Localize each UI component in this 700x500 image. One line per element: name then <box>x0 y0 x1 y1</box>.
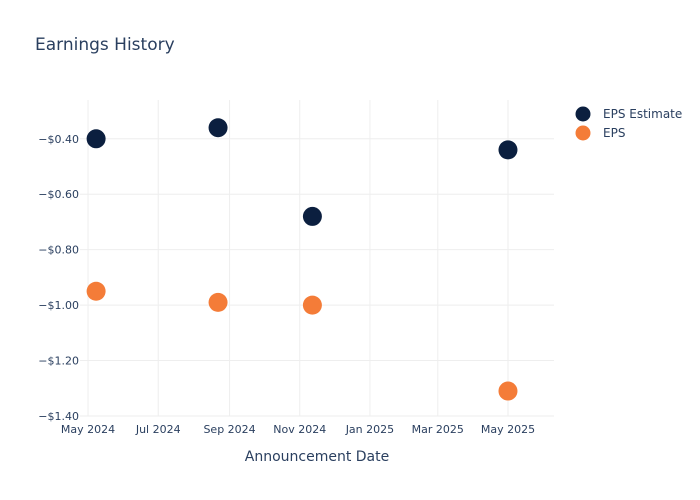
legend-marker[interactable] <box>575 125 591 141</box>
eps-point[interactable] <box>302 295 322 315</box>
eps-point[interactable] <box>208 292 228 312</box>
y-tick-label: −$0.60 <box>38 188 79 201</box>
y-tick-label: −$1.00 <box>38 299 79 312</box>
x-tick-label: Sep 2024 <box>203 423 255 436</box>
x-tick-label: Mar 2025 <box>412 423 464 436</box>
x-axis-title: Announcement Date <box>245 449 389 465</box>
y-axis-ticks: −$0.40 −$0.60 −$0.80 −$1.00 −$1.20 −$1.40 <box>38 133 79 423</box>
eps-point[interactable] <box>498 381 518 401</box>
grid <box>80 100 554 417</box>
y-tick-label: −$1.20 <box>38 355 79 368</box>
x-tick-label: Jul 2024 <box>135 423 181 436</box>
data-points <box>86 118 518 401</box>
x-tick-label: May 2025 <box>481 423 535 436</box>
x-tick-label: Jan 2025 <box>345 423 394 436</box>
chart-title: Earnings History <box>35 35 175 55</box>
y-tick-label: −$0.80 <box>38 244 79 257</box>
eps-estimate-point[interactable] <box>208 118 228 138</box>
eps-estimate-point[interactable] <box>302 206 322 226</box>
eps-point[interactable] <box>86 281 106 301</box>
legend-marker[interactable] <box>575 106 591 122</box>
x-tick-label: May 2024 <box>61 423 115 436</box>
x-axis-ticks: May 2024 Jul 2024 Sep 2024 Nov 2024 Jan 2025… <box>61 423 535 436</box>
eps-estimate-point[interactable] <box>498 140 518 160</box>
legend-label[interactable]: EPS Estimate <box>603 107 682 121</box>
eps-estimate-point[interactable] <box>86 129 106 149</box>
legend: EPS Estimate EPS <box>575 106 682 141</box>
legend-label[interactable]: EPS <box>603 126 625 140</box>
x-tick-label: Nov 2024 <box>273 423 326 436</box>
y-tick-label: −$1.40 <box>38 410 79 423</box>
y-tick-label: −$0.40 <box>38 133 79 146</box>
